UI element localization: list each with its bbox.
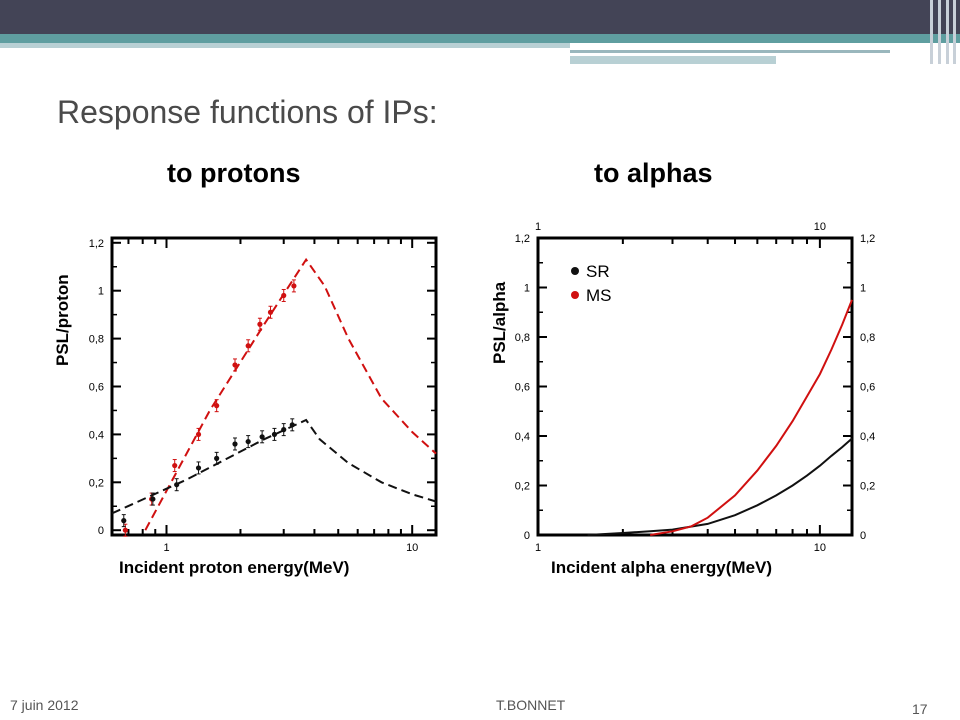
y-tick-label: 0,2	[89, 477, 104, 489]
y-tick-label: 0	[524, 530, 530, 542]
y-tick-label-right: 0,6	[860, 382, 875, 394]
footer-page-number: 17	[912, 701, 928, 717]
plot-frame	[110, 236, 438, 537]
data-point	[259, 434, 265, 440]
data-point	[150, 496, 156, 502]
x-tick-label-top: 1	[535, 221, 541, 233]
data-point	[174, 482, 180, 488]
legend-marker	[571, 267, 579, 275]
slide-title: Response functions of IPs:	[57, 94, 438, 130]
y-tick-label: 0,6	[89, 382, 104, 394]
data-point	[214, 455, 220, 461]
data-point	[172, 462, 178, 469]
header-vline	[946, 0, 949, 64]
data-point	[281, 427, 287, 433]
alpha-y-axis-label: PSL/alpha	[490, 281, 509, 364]
y-tick-label: 0	[98, 525, 104, 537]
data-point	[232, 362, 238, 368]
y-tick-label-right: 1,2	[860, 233, 875, 245]
series-line	[587, 437, 853, 536]
data-point	[257, 321, 263, 327]
x-tick-label: 10	[406, 542, 418, 554]
data-point	[195, 431, 202, 438]
data-point	[271, 431, 278, 438]
y-tick-label-right: 0,8	[860, 332, 875, 344]
y-tick-label: 1	[98, 286, 104, 298]
legend-marker	[571, 291, 579, 299]
y-tick-label: 0,8	[515, 332, 530, 344]
y-tick-label-right: 1	[860, 283, 866, 295]
plot-frame	[536, 236, 854, 537]
proton-y-axis-label: PSL/proton	[53, 274, 72, 366]
y-tick-label: 0,8	[89, 334, 104, 346]
y-tick-label: 0,4	[515, 431, 530, 443]
header-stripe-light	[0, 43, 570, 48]
data-point	[232, 441, 238, 447]
header-vline	[938, 0, 941, 64]
chart-subtitle-alphas: to alphas	[594, 158, 713, 188]
header-stripe-short	[570, 56, 776, 64]
y-tick-label: 1	[524, 283, 530, 295]
alpha-x-axis-label: Incident alpha energy(MeV)	[551, 558, 773, 577]
header-vline	[930, 0, 933, 64]
series-line	[650, 299, 853, 536]
data-point	[245, 438, 251, 445]
data-point	[122, 527, 128, 533]
y-tick-label: 1,2	[515, 233, 530, 245]
y-tick-label: 0,2	[515, 481, 530, 493]
data-point	[214, 403, 220, 409]
y-tick-label-right: 0,2	[860, 481, 875, 493]
legend-label: MS	[586, 286, 612, 305]
proton-x-axis-label: Incident proton energy(MeV)	[119, 558, 350, 577]
y-tick-label: 1,2	[89, 238, 104, 250]
legend-label: SR	[586, 262, 610, 281]
series-line	[111, 418, 437, 515]
header-bar	[0, 0, 960, 34]
chart-subtitle-protons: to protons	[167, 158, 301, 188]
footer-author: T.BONNET	[496, 697, 566, 713]
data-point	[291, 283, 297, 289]
x-tick-label-top: 10	[814, 221, 826, 233]
x-tick-label: 1	[163, 542, 169, 554]
header-stripe-thin	[570, 50, 890, 53]
footer-date: 7 juin 2012	[10, 697, 79, 713]
header-stripe	[0, 34, 960, 43]
y-tick-label-right: 0	[860, 530, 866, 542]
y-tick-label-right: 0,4	[860, 431, 875, 443]
data-point	[121, 518, 127, 524]
data-point	[195, 465, 202, 471]
x-tick-label: 10	[814, 542, 826, 554]
x-tick-label: 1	[535, 542, 541, 554]
data-point	[267, 309, 274, 315]
series-line	[144, 257, 437, 531]
data-point	[245, 343, 251, 349]
data-point	[289, 422, 295, 428]
header-vline	[953, 0, 956, 64]
y-tick-label: 0,6	[515, 382, 530, 394]
data-point	[281, 292, 287, 299]
y-tick-label: 0,4	[89, 429, 104, 441]
